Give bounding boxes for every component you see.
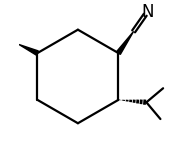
Polygon shape: [117, 31, 134, 54]
Polygon shape: [19, 45, 38, 55]
Text: N: N: [141, 3, 154, 21]
